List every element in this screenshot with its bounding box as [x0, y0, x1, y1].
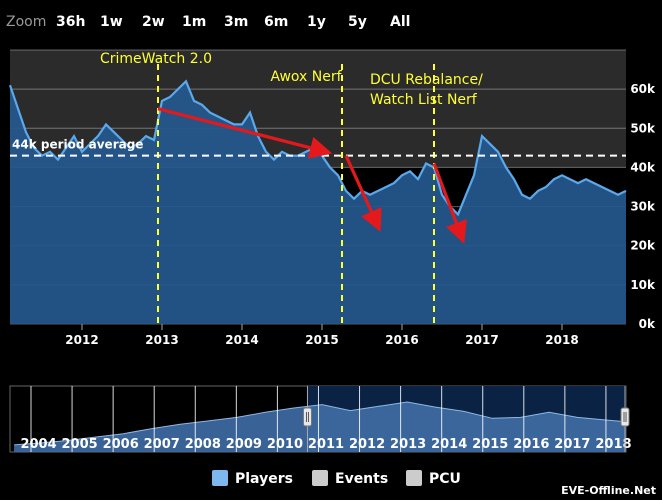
- navigator-year-label: 2010: [267, 437, 303, 452]
- navigator-line: [14, 401, 627, 446]
- navigator[interactable]: 2004 2005 2006 2007 2008 2009 2010 2011 2012 2013…: [9, 385, 632, 453]
- navigator-year-label: 2007: [144, 437, 180, 452]
- trend-arrow: [432, 162, 467, 244]
- x-tick-label: 2017: [465, 333, 498, 347]
- legend-swatch-pcu: [406, 470, 422, 486]
- x-tick-label: 2016: [385, 333, 418, 347]
- trend-arrow: [344, 155, 382, 232]
- average-label: 44k period average: [12, 138, 143, 152]
- navigator-year-label: 2017: [554, 437, 590, 452]
- event-annotations: CrimeWatch 2.0 Awox Nerf DCU Rebalance/ …: [100, 51, 483, 108]
- x-tick-label: 2013: [145, 333, 178, 347]
- navigator-year-label: 2006: [103, 437, 139, 452]
- legend-swatch-players: [212, 470, 228, 486]
- zoom-5y-button[interactable]: 5y: [348, 14, 367, 30]
- annotation-crimewatch: CrimeWatch 2.0: [100, 51, 212, 67]
- x-tick-label: 2015: [305, 333, 338, 347]
- legend: Players Events PCU: [212, 470, 461, 487]
- legend-swatch-events: [312, 470, 328, 486]
- zoom-2w-button[interactable]: 2w: [142, 14, 165, 30]
- navigator-year-label: 2016: [513, 437, 549, 452]
- zoom-3m-button[interactable]: 3m: [224, 14, 249, 30]
- navigator-area: [14, 402, 627, 452]
- legend-item-players[interactable]: Players: [235, 471, 293, 487]
- range-selector: Zoom 36h 1w 2w 1m 3m 6m 1y 5y All: [0, 0, 662, 44]
- zoom-1y-button[interactable]: 1y: [307, 14, 326, 30]
- trend-arrow: [157, 107, 333, 159]
- players-series-area: [10, 81, 626, 324]
- navigator-year-label: 2015: [472, 437, 508, 452]
- y-tick-label: 10k: [630, 278, 656, 292]
- navigator-left-handle[interactable]: [302, 407, 312, 427]
- y-tick-label: 30k: [630, 200, 656, 214]
- navigator-year-label: 2005: [62, 437, 98, 452]
- y-axis-ticks: 0k 10k 20k 30k 40k 50k 60k: [630, 82, 656, 331]
- y-tick-label: 60k: [630, 82, 656, 96]
- y-tick-label: 20k: [630, 239, 656, 253]
- navigator-year-label: 2013: [390, 437, 426, 452]
- legend-item-pcu[interactable]: PCU: [429, 471, 461, 487]
- annotation-awox-nerf: Awox Nerf: [270, 69, 342, 85]
- y-tick-label: 40k: [630, 160, 656, 174]
- navigator-year-label: 2009: [226, 437, 262, 452]
- credit-text[interactable]: EVE-Offline.Net: [561, 484, 656, 497]
- navigator-year-label: 2004: [20, 437, 56, 452]
- zoom-6m-button[interactable]: 6m: [264, 14, 289, 30]
- x-tick-label: 2012: [65, 333, 98, 347]
- zoom-all-button[interactable]: All: [390, 14, 411, 30]
- y-tick-label: 50k: [630, 121, 656, 135]
- x-tick-label: 2014: [225, 333, 258, 347]
- zoom-36h-button[interactable]: 36h: [56, 14, 86, 30]
- x-tick-label: 2018: [545, 333, 578, 347]
- trend-arrows: [157, 107, 467, 244]
- legend-item-events[interactable]: Events: [335, 471, 388, 487]
- annotation-watch-list-nerf: Watch List Nerf: [370, 92, 478, 108]
- zoom-1m-button[interactable]: 1m: [182, 14, 207, 30]
- navigator-year-label: 2008: [185, 437, 221, 452]
- navigator-year-label: 2012: [349, 437, 385, 452]
- zoom-1w-button[interactable]: 1w: [100, 14, 123, 30]
- zoom-label: Zoom: [6, 14, 47, 30]
- x-axis-ticks: 2012 2013 2014 2015 2016 2017 2018: [65, 324, 579, 347]
- y-tick-label: 0k: [639, 317, 656, 331]
- navigator-year-label: 2018: [595, 437, 631, 452]
- navigator-right-handle[interactable]: [620, 407, 630, 427]
- annotation-dcu-rebalance: DCU Rebalance/: [370, 72, 483, 88]
- navigator-year-label: 2014: [431, 437, 467, 452]
- navigator-year-label: 2011: [308, 437, 344, 452]
